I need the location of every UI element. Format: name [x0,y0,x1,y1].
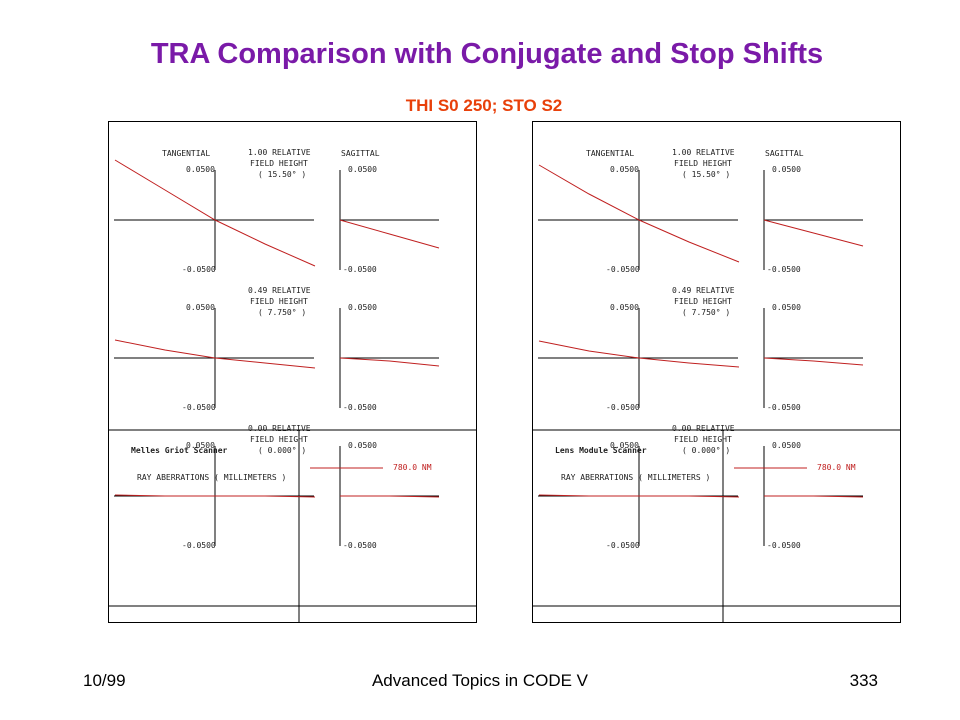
tangential-column-label: TANGENTIAL [586,149,634,158]
tangential-top-value: 0.0500 [610,303,639,312]
tangential-curve [114,159,316,267]
tangential-bottom-value: -0.0500 [606,403,640,412]
sagittal-column-label: SAGITTAL [765,149,804,158]
plot-frame [532,121,901,623]
ray-aberrations-label: RAY ABERRATIONS ( MILLIMETERS ) [137,473,286,482]
ray-aberration-plot-right: TANGENTIAL SAGITTAL 1.00 RELATIVE FIELD HEI… [532,121,901,623]
slide-title: TRA Comparison with Conjugate and Stop S… [150,38,824,70]
tangential-bottom-value: -0.0500 [182,403,216,412]
tangential-top-value: 0.0500 [610,165,639,174]
field-angle-label: ( 0.000° ) [258,446,306,455]
sagittal-top-value: 0.0500 [772,441,801,450]
sagittal-bottom-value: -0.0500 [343,265,377,274]
field-angle-label: ( 7.750° ) [682,308,730,317]
sagittal-top-value: 0.0500 [348,303,377,312]
field-relative-label: 1.00 RELATIVE [248,148,311,157]
field-height-label: FIELD HEIGHT [250,435,308,444]
tangential-column-label: TANGENTIAL [162,149,210,158]
lens-title: Melles Griot Scanner [131,445,228,455]
tangential-top-value: 0.0500 [610,441,639,450]
sagittal-curve [764,495,864,498]
sagittal-curve [763,357,864,366]
tangential-top-value: 0.0500 [186,165,215,174]
footer-page-number: 333 [849,671,878,690]
sagittal-bottom-value: -0.0500 [343,403,377,412]
tangential-bottom-value: -0.0500 [182,541,216,550]
sagittal-bottom-value: -0.0500 [767,265,801,274]
plot-frame [108,121,477,623]
sagittal-bottom-value: -0.0500 [343,541,377,550]
tangential-bottom-value: -0.0500 [606,541,640,550]
field-height-label: FIELD HEIGHT [250,297,308,306]
sagittal-curve [339,219,440,249]
field-height-label: FIELD HEIGHT [674,159,732,168]
tangential-top-value: 0.0500 [186,303,215,312]
slide-subtitle: THI S0 250; STO S2 [405,96,563,115]
field-relative-label: 0.00 RELATIVE [248,424,311,433]
legend-wavelength-label: 780.0 NM [393,463,432,472]
sagittal-top-value: 0.0500 [348,165,377,174]
sagittal-top-value: 0.0500 [772,165,801,174]
legend-wavelength-label: 780.0 NM [817,463,856,472]
field-angle-label: ( 0.000° ) [682,446,730,455]
sagittal-curve [339,357,440,367]
field-height-label: FIELD HEIGHT [250,159,308,168]
field-relative-label: 0.00 RELATIVE [672,424,735,433]
sagittal-bottom-value: -0.0500 [767,403,801,412]
tangential-curve [538,164,740,263]
footer-date: 10/99 [83,671,126,690]
ray-aberration-plot-left: TANGENTIAL SAGITTAL 1.00 RELATIVE FIELD HEI… [108,121,477,623]
sagittal-column-label: SAGITTAL [341,149,380,158]
field-height-label: FIELD HEIGHT [674,435,732,444]
sagittal-curve [340,495,440,498]
sagittal-bottom-value: -0.0500 [767,541,801,550]
tangential-curve [114,494,316,498]
sagittal-top-value: 0.0500 [348,441,377,450]
sagittal-top-value: 0.0500 [772,303,801,312]
tangential-bottom-value: -0.0500 [606,265,640,274]
field-angle-label: ( 7.750° ) [258,308,306,317]
tangential-curve [538,494,740,498]
ray-aberrations-label: RAY ABERRATIONS ( MILLIMETERS ) [561,473,710,482]
tangential-curve [538,340,740,368]
field-height-label: FIELD HEIGHT [674,297,732,306]
field-relative-label: 1.00 RELATIVE [672,148,735,157]
tangential-curve [114,339,316,369]
sagittal-curve [763,219,864,247]
tangential-top-value: 0.0500 [186,441,215,450]
field-relative-label: 0.49 RELATIVE [248,286,311,295]
lens-title: Lens Module Scanner [555,446,647,455]
field-angle-label: ( 15.50° ) [258,170,306,179]
field-relative-label: 0.49 RELATIVE [672,286,735,295]
tangential-bottom-value: -0.0500 [182,265,216,274]
footer-course-title: Advanced Topics in CODE V [371,671,589,690]
field-angle-label: ( 15.50° ) [682,170,730,179]
